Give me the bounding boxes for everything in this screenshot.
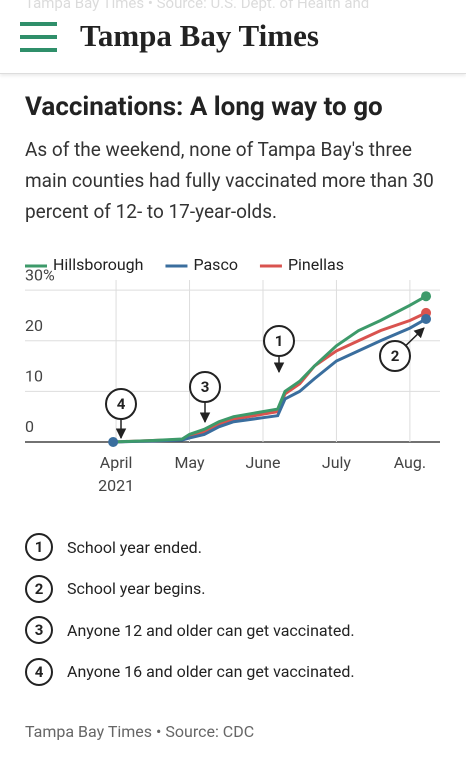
note-text: Anyone 16 and older can get vaccinated. bbox=[67, 662, 355, 681]
logo[interactable]: Tampa Bay Times bbox=[80, 18, 319, 53]
note: 3 Anyone 12 and older can get vaccinated. bbox=[25, 616, 355, 644]
annotation-arrow bbox=[405, 327, 425, 347]
line bbox=[113, 294, 427, 444]
line bbox=[113, 317, 427, 444]
note-number: 1 bbox=[25, 533, 53, 561]
x-tick-label: June bbox=[245, 453, 280, 472]
menu-bar[interactable] bbox=[20, 48, 57, 52]
note: 2 School year begins. bbox=[25, 574, 206, 603]
y-tick-label: 10 bbox=[25, 367, 43, 386]
header: Tampa Bay Times bbox=[0, 0, 466, 74]
annotation-circle bbox=[105, 388, 137, 420]
start-dot bbox=[108, 437, 119, 447]
annotation-number: 2 bbox=[391, 347, 400, 365]
end-dot bbox=[421, 313, 432, 324]
menu-bar[interactable] bbox=[20, 22, 57, 26]
annotation-circle bbox=[263, 325, 295, 357]
note: 4 Anyone 16 and older can get vaccinated. bbox=[25, 657, 355, 686]
annotation-number: 1 bbox=[275, 332, 284, 350]
note-text: School year begins. bbox=[67, 579, 206, 598]
note-text: School year ended. bbox=[67, 537, 202, 557]
chart-title: Vaccinations: A long way to go bbox=[25, 92, 383, 122]
note-number: 2 bbox=[25, 574, 53, 603]
legend-label: Pasco bbox=[193, 255, 237, 274]
x-tick-label: April bbox=[100, 453, 133, 472]
note-number: 4 bbox=[25, 657, 53, 686]
y-tick-label: 30% bbox=[25, 265, 55, 284]
x-tick-label: Aug. bbox=[394, 453, 426, 472]
annotation-number: 3 bbox=[201, 378, 210, 396]
x-year-label: 2021 bbox=[98, 476, 134, 495]
y-tick-label: 20 bbox=[25, 316, 43, 335]
legend-label: Hillsborough bbox=[53, 255, 143, 274]
note-text: Anyone 12 and older can get vaccinated. bbox=[67, 620, 355, 640]
legend-label: Pinellas bbox=[288, 255, 344, 274]
chart-subtitle: As of the weekend, none of Tampa Bay's t… bbox=[25, 138, 434, 223]
menu-bar[interactable] bbox=[20, 35, 57, 39]
x-tick-label: May bbox=[174, 453, 205, 472]
ghost-text: Tampa Bay Times • Source: U.S. Dept. of … bbox=[25, 0, 370, 12]
annotation-circle bbox=[189, 371, 221, 403]
annotation-number: 4 bbox=[117, 395, 126, 413]
chart: Hillsborough Pasco Pinellas 0 10 20 30% April Ma… bbox=[25, 255, 440, 495]
source: Tampa Bay Times • Source: CDC bbox=[25, 722, 255, 741]
note-number: 3 bbox=[25, 616, 53, 644]
y-tick-label: 0 bbox=[25, 417, 34, 436]
note: 1 School year ended. bbox=[25, 533, 202, 561]
x-tick-label: July bbox=[322, 453, 352, 472]
annotation-circle bbox=[379, 340, 411, 372]
end-dot bbox=[421, 291, 432, 302]
